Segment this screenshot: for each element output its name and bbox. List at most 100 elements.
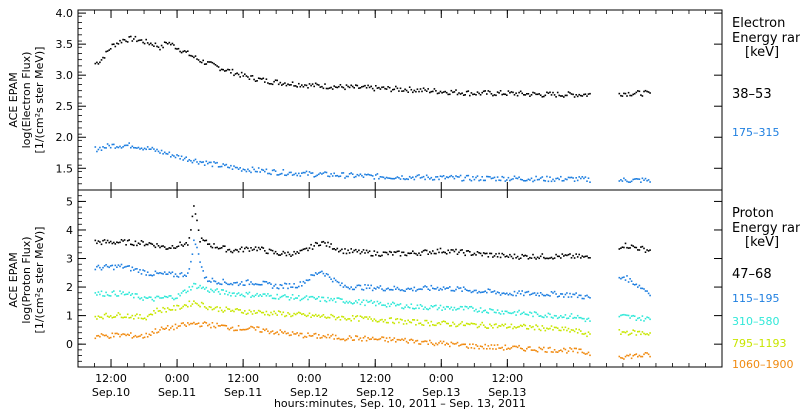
proton-data-point [547, 347, 550, 349]
electron-data-point [493, 176, 496, 179]
electron-data-point [139, 39, 141, 41]
proton-data-points [94, 205, 651, 360]
proton-data-point [523, 349, 525, 352]
proton-data-point [191, 253, 194, 255]
electron-data-point [396, 87, 399, 90]
electron-data-point [541, 96, 544, 98]
electron-data-point [587, 177, 590, 179]
electron-data-point [536, 178, 539, 181]
proton-data-point [247, 328, 249, 330]
proton-data-point [250, 325, 252, 328]
electron-data-point [203, 63, 206, 65]
proton-data-point [358, 320, 360, 322]
proton-data-point [125, 293, 127, 296]
electron-data-point [102, 56, 104, 59]
proton-data-point [509, 326, 511, 328]
proton-data-point [416, 254, 419, 256]
proton-data-point [543, 327, 545, 329]
proton-data-point [441, 342, 443, 345]
electron-data-point [211, 165, 214, 168]
proton-data-point [237, 250, 240, 253]
electron-data-point [478, 179, 480, 182]
proton-data-point [288, 299, 291, 301]
time-x-axis: 12:00Sep.100:00Sep.1112:00Sep.110:00Sep.… [77, 10, 723, 399]
electron-data-point [381, 176, 383, 178]
proton-data-point [284, 315, 286, 318]
proton-data-point [412, 339, 414, 341]
proton-data-point [453, 290, 456, 292]
proton-data-point [472, 290, 474, 293]
proton-data-point [308, 279, 311, 281]
proton-data-point [359, 315, 362, 317]
proton-data-point [203, 321, 206, 323]
electron-data-point [344, 177, 346, 179]
proton-data-point [333, 315, 335, 318]
proton-data-point [356, 335, 359, 338]
proton-data-point [506, 292, 508, 295]
proton-data-point [515, 345, 517, 348]
electron-data-point [151, 44, 154, 46]
proton-data-point [94, 292, 97, 294]
proton-data-point [244, 295, 246, 298]
proton-data-point [234, 248, 237, 251]
proton-data-point [174, 247, 177, 249]
proton-data-point [408, 252, 411, 255]
proton-data-point [533, 349, 536, 351]
proton-data-point [271, 330, 274, 332]
proton-data-point [515, 294, 517, 297]
proton-data-point [550, 325, 553, 327]
electron-data-point [150, 42, 152, 45]
proton-data-point [150, 313, 152, 315]
proton-data-point [475, 323, 477, 326]
proton-data-point [638, 330, 641, 333]
electron-data-point [336, 86, 339, 89]
electron-data-point [560, 175, 562, 178]
electron-data-point [515, 177, 517, 179]
proton-y-axis-label: ACE EPAM log(Proton Flux) [1/(cm²s ster … [7, 227, 46, 334]
proton-data-point [521, 253, 523, 256]
proton-data-point [385, 306, 388, 308]
electron-data-point [125, 40, 127, 43]
electron-data-point [334, 86, 337, 88]
proton-data-point [569, 253, 571, 255]
electron-data-point [160, 149, 163, 152]
proton-data-point [501, 323, 503, 326]
proton-data-point [589, 354, 591, 357]
electron-data-point [130, 35, 132, 38]
electron-data-point [338, 175, 340, 178]
proton-data-point [103, 334, 106, 337]
electron-data-point [416, 88, 419, 90]
proton-data-point [173, 328, 175, 331]
proton-data-point [207, 290, 209, 292]
proton-data-point [157, 331, 160, 333]
proton-data-point [350, 248, 352, 250]
proton-data-point [487, 312, 490, 314]
electron-data-point [145, 148, 147, 151]
electron-data-point [465, 174, 468, 177]
proton-data-point [327, 241, 329, 244]
proton-data-point [629, 317, 631, 319]
proton-data-point [370, 318, 372, 320]
proton-data-point [284, 252, 286, 254]
electron-data-point [254, 170, 257, 173]
proton-data-point [498, 347, 500, 349]
electron-data-point [136, 147, 138, 149]
electron-data-point [396, 176, 399, 178]
proton-data-point [539, 315, 542, 317]
electron-data-point [228, 166, 231, 169]
proton-data-point [581, 317, 584, 320]
proton-data-point [316, 315, 318, 317]
electron-data-point [513, 175, 516, 178]
proton-data-point [464, 324, 466, 327]
proton-data-point [584, 320, 587, 323]
proton-data-point [359, 303, 362, 306]
electron-data-point [435, 90, 437, 92]
proton-data-point [435, 252, 437, 255]
proton-data-point [105, 241, 107, 244]
proton-data-point [298, 252, 300, 254]
proton-data-point [207, 308, 209, 311]
proton-data-point [100, 243, 103, 246]
proton-data-point [208, 291, 211, 293]
proton-data-point [427, 288, 429, 290]
proton-data-point [419, 254, 422, 256]
